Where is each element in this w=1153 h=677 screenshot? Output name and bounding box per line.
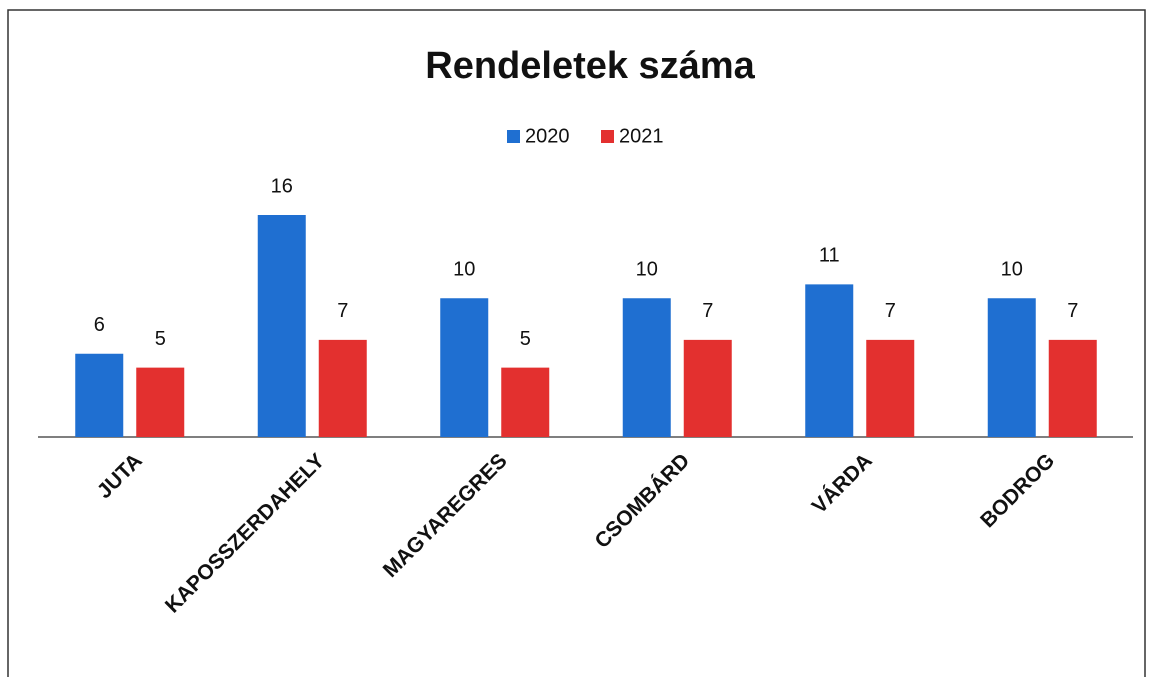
legend-label: 2020	[525, 125, 570, 147]
bar	[257, 215, 306, 437]
bar	[866, 339, 915, 437]
value-label: 7	[337, 300, 348, 322]
chart-title: Rendeletek száma	[425, 45, 755, 87]
bar	[136, 367, 185, 437]
value-label: 5	[520, 328, 531, 350]
value-label: 10	[453, 259, 475, 281]
legend-label: 2021	[619, 125, 664, 147]
value-label: 5	[155, 328, 166, 350]
bar	[440, 298, 489, 437]
value-label: 7	[1067, 300, 1078, 322]
legend-swatch	[507, 130, 520, 143]
bar	[683, 339, 732, 437]
value-label: 7	[702, 300, 713, 322]
bar	[75, 353, 124, 437]
value-label: 10	[1001, 259, 1023, 281]
value-label: 11	[819, 245, 840, 267]
value-label: 7	[885, 300, 896, 322]
value-label: 6	[94, 314, 105, 336]
bar	[987, 298, 1036, 437]
value-label: 16	[271, 175, 293, 197]
value-label: 10	[636, 259, 658, 281]
chart-frame	[7, 9, 1146, 677]
legend-swatch	[601, 130, 614, 143]
bar	[318, 339, 367, 437]
bar	[1048, 339, 1097, 437]
bar	[622, 298, 671, 437]
bar	[501, 367, 550, 437]
bar	[805, 284, 854, 437]
